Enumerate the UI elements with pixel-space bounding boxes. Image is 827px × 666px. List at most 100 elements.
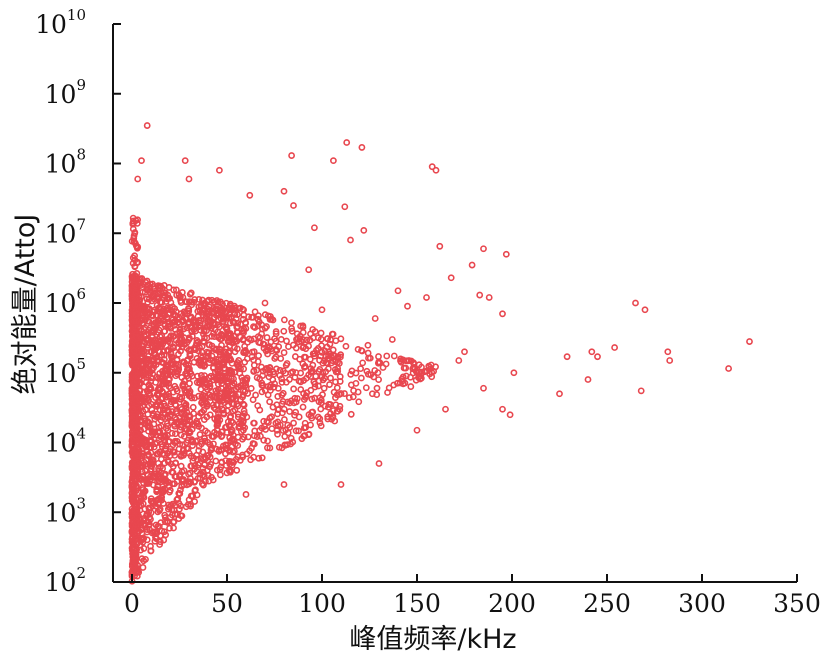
data-point <box>325 365 332 373</box>
data-point <box>153 485 161 493</box>
data-point <box>499 405 506 413</box>
data-point <box>400 364 408 372</box>
data-point <box>383 352 391 360</box>
data-point <box>375 460 383 467</box>
data-point <box>130 471 138 479</box>
data-point <box>156 374 164 382</box>
data-point <box>332 337 340 345</box>
data-point <box>133 404 141 412</box>
data-points <box>128 122 753 585</box>
data-point <box>234 453 242 461</box>
data-point <box>364 341 372 349</box>
data-point <box>350 387 357 394</box>
data-point <box>245 335 253 343</box>
data-point <box>169 480 176 488</box>
data-point <box>203 334 211 342</box>
data-point <box>226 414 234 421</box>
data-point <box>203 400 211 408</box>
data-point <box>371 315 379 322</box>
data-point <box>666 357 674 364</box>
data-point <box>312 372 320 380</box>
data-point <box>131 525 139 533</box>
data-point <box>242 319 249 326</box>
data-point <box>177 395 184 403</box>
data-point <box>404 302 411 310</box>
data-point <box>210 373 218 381</box>
data-point <box>205 341 213 349</box>
data-point <box>234 442 242 449</box>
data-point <box>442 405 449 413</box>
data-point <box>220 409 228 417</box>
data-point <box>289 438 297 446</box>
data-point <box>272 419 280 427</box>
data-point <box>282 378 290 386</box>
data-point <box>197 372 205 379</box>
data-point <box>163 391 170 399</box>
data-point <box>195 347 202 355</box>
data-point <box>234 329 241 337</box>
data-point <box>428 163 436 171</box>
data-point <box>317 405 325 413</box>
data-point <box>480 245 487 253</box>
data-point <box>288 319 295 327</box>
y-tick-label: 102 <box>45 564 86 597</box>
y-tick-label: 107 <box>45 215 86 248</box>
data-point <box>150 364 157 372</box>
data-point <box>278 378 286 386</box>
data-point <box>175 489 183 497</box>
data-point <box>227 467 234 475</box>
data-point <box>168 360 176 368</box>
data-point <box>208 296 216 304</box>
data-point <box>139 492 147 500</box>
data-point <box>131 302 139 309</box>
data-point <box>374 369 382 377</box>
data-point <box>176 293 184 301</box>
data-point <box>139 486 147 493</box>
y-tick-label: 104 <box>45 425 86 458</box>
data-point <box>251 427 259 435</box>
x-axis-title: 峰值频率/kHz <box>349 624 516 655</box>
data-point <box>180 399 188 407</box>
data-point <box>150 498 158 506</box>
data-point <box>169 518 177 526</box>
data-point <box>258 363 265 371</box>
data-point <box>316 366 324 373</box>
data-point <box>226 354 234 362</box>
data-point <box>132 362 140 369</box>
data-point <box>296 355 304 363</box>
data-point <box>258 330 265 338</box>
data-point <box>201 334 208 342</box>
data-point <box>309 361 317 369</box>
data-point <box>164 427 172 434</box>
data-point <box>204 429 212 437</box>
data-point <box>133 482 140 490</box>
data-point <box>155 523 163 530</box>
data-point <box>272 328 280 335</box>
data-point <box>329 346 337 354</box>
data-point <box>189 442 196 449</box>
data-point <box>272 337 280 345</box>
data-point <box>203 413 211 421</box>
data-point <box>315 398 323 406</box>
data-point <box>139 564 147 571</box>
data-point <box>274 430 281 438</box>
data-point <box>390 381 398 389</box>
data-point <box>329 157 337 165</box>
data-point <box>170 344 177 352</box>
data-point <box>163 304 171 312</box>
data-point <box>330 407 337 415</box>
data-point <box>262 426 270 433</box>
data-point <box>379 364 387 371</box>
data-point <box>214 420 222 427</box>
data-point <box>611 344 618 351</box>
data-point <box>342 342 350 350</box>
data-point <box>326 381 333 388</box>
data-point <box>415 374 422 381</box>
data-point <box>248 444 255 452</box>
data-point <box>499 310 506 318</box>
data-point <box>205 312 213 320</box>
data-point <box>180 446 187 454</box>
data-point <box>231 304 239 312</box>
data-point <box>130 281 138 289</box>
data-point <box>281 441 289 449</box>
